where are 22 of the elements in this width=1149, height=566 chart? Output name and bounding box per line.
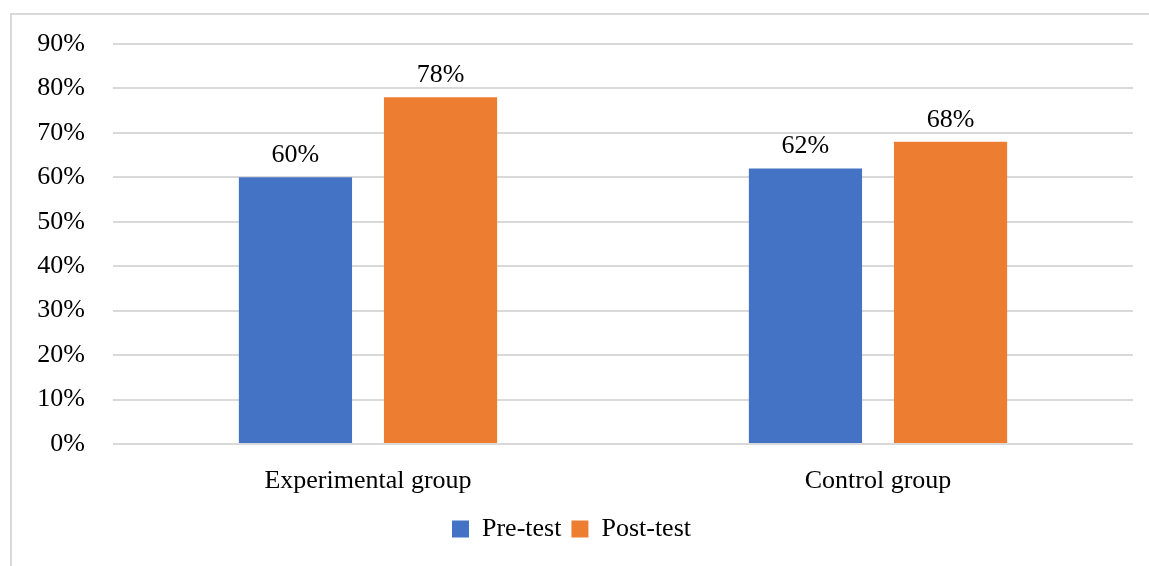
x-tick-label: Control group — [804, 465, 952, 495]
y-tick-label: 30% — [37, 294, 85, 324]
y-tick-label: 0% — [50, 427, 85, 457]
y-tick-label: 50% — [37, 205, 85, 235]
legend-label: Pre-test — [482, 512, 563, 542]
bar — [893, 141, 1008, 443]
y-tick-label: 60% — [37, 161, 85, 191]
data-label: 60% — [271, 139, 320, 169]
y-tick-label: 40% — [37, 250, 85, 280]
data-label: 68% — [926, 103, 975, 133]
data-label: 78% — [416, 59, 465, 89]
y-tick-label: 10% — [37, 383, 85, 413]
bar — [748, 168, 863, 443]
bar — [238, 177, 353, 443]
y-tick-label: 90% — [37, 27, 85, 57]
legend-label: Post-test — [601, 512, 692, 542]
x-tick-label: Experimental group — [264, 465, 472, 495]
bar — [383, 97, 498, 443]
y-tick-label: 20% — [37, 338, 85, 368]
y-tick-label: 80% — [37, 72, 85, 102]
data-label: 62% — [781, 130, 830, 160]
y-tick-label: 70% — [37, 116, 85, 146]
